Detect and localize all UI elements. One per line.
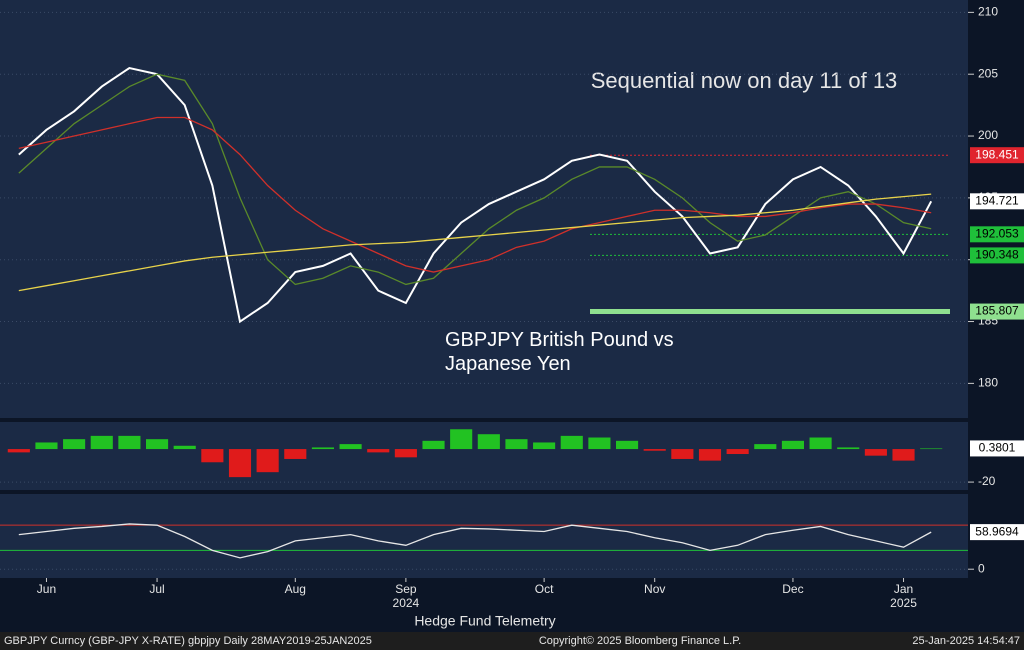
bar bbox=[284, 449, 307, 459]
x-tick-label: Jan bbox=[894, 582, 913, 596]
oscillator-panel bbox=[0, 494, 968, 578]
bar bbox=[339, 444, 362, 450]
value-tag bbox=[970, 226, 1024, 243]
bar bbox=[920, 448, 943, 450]
bar bbox=[809, 437, 832, 450]
x-tick-label: Nov bbox=[644, 582, 665, 596]
bar bbox=[643, 449, 666, 451]
bar bbox=[173, 445, 196, 450]
value-tag bbox=[970, 440, 1024, 457]
bar bbox=[7, 449, 30, 453]
bar bbox=[450, 429, 473, 450]
series-line bbox=[18, 193, 932, 292]
bar bbox=[837, 447, 860, 450]
footer-bar bbox=[0, 632, 1024, 650]
bar bbox=[698, 449, 722, 461]
bar bbox=[864, 449, 887, 456]
bar bbox=[892, 449, 915, 461]
footer-text: 25-Jan-2025 14:54:47 bbox=[912, 635, 1020, 647]
bar bbox=[726, 449, 749, 455]
bar bbox=[754, 444, 777, 450]
bar bbox=[533, 442, 556, 450]
value-tag-label: 194.721 bbox=[975, 193, 1019, 207]
momentum-panel bbox=[0, 422, 968, 490]
value-tag bbox=[970, 524, 1024, 541]
x-tick-label: Aug bbox=[285, 582, 306, 596]
series-line bbox=[18, 66, 933, 324]
value-tag bbox=[970, 247, 1024, 264]
bar bbox=[588, 437, 611, 450]
x-tick-label: Jul bbox=[149, 582, 164, 596]
bar bbox=[228, 449, 252, 478]
y-tick-label: -20 bbox=[978, 474, 996, 488]
x-year-label: 2024 bbox=[393, 596, 420, 610]
y-tick-label: 180 bbox=[978, 376, 998, 390]
value-tag bbox=[970, 193, 1024, 210]
bar bbox=[781, 440, 804, 450]
caption: Hedge Fund Telemetry bbox=[414, 613, 555, 629]
value-tag bbox=[970, 303, 1024, 320]
bar bbox=[422, 440, 445, 450]
value-tag-label: 58.9694 bbox=[975, 524, 1019, 538]
bar bbox=[394, 449, 417, 458]
x-tick-label: Dec bbox=[782, 582, 803, 596]
bar bbox=[118, 435, 141, 450]
y-tick-label: 200 bbox=[978, 128, 998, 142]
footer-text: GBPJPY Curncy (GBP-JPY X-RATE) gbpjpy Da… bbox=[4, 635, 372, 647]
bar bbox=[560, 435, 583, 450]
value-tag-label: 192.053 bbox=[975, 226, 1019, 240]
y-tick-label: 0 bbox=[978, 561, 985, 575]
series-line bbox=[18, 116, 932, 273]
value-tag-label: 185.807 bbox=[975, 304, 1019, 318]
y-tick-label: 205 bbox=[978, 66, 998, 80]
bar bbox=[146, 439, 169, 450]
bar bbox=[256, 449, 279, 473]
bar bbox=[671, 449, 694, 459]
bar bbox=[477, 434, 500, 450]
value-tag bbox=[970, 147, 1024, 164]
x-tick-label: Oct bbox=[535, 582, 554, 596]
bar bbox=[367, 449, 390, 453]
series-line bbox=[18, 523, 932, 559]
bar bbox=[505, 439, 528, 450]
annotation-box: GBPJPY British Pound vs Japanese Yen bbox=[445, 329, 674, 375]
x-tick-label: Sep bbox=[395, 582, 417, 596]
annotation: GBPJPY British Pound vs Japanese Yen bbox=[445, 329, 674, 375]
x-year-label: 2025 bbox=[890, 596, 917, 610]
bar bbox=[311, 447, 334, 450]
value-tag-label: 198.451 bbox=[975, 147, 1019, 161]
bar bbox=[616, 440, 639, 450]
bar bbox=[201, 449, 224, 463]
bar bbox=[63, 439, 86, 450]
footer-text: Copyright© 2025 Bloomberg Finance L.P. bbox=[539, 635, 741, 647]
value-tag-label: 190.348 bbox=[975, 248, 1019, 262]
bar bbox=[90, 435, 113, 450]
y-tick-label: 210 bbox=[978, 5, 998, 19]
annotation: Sequential now on day 11 of 13 bbox=[591, 68, 898, 93]
series-line bbox=[18, 73, 932, 286]
bar bbox=[35, 442, 58, 450]
value-tag-label: 0.3801 bbox=[979, 441, 1016, 455]
x-tick-label: Jun bbox=[37, 582, 56, 596]
